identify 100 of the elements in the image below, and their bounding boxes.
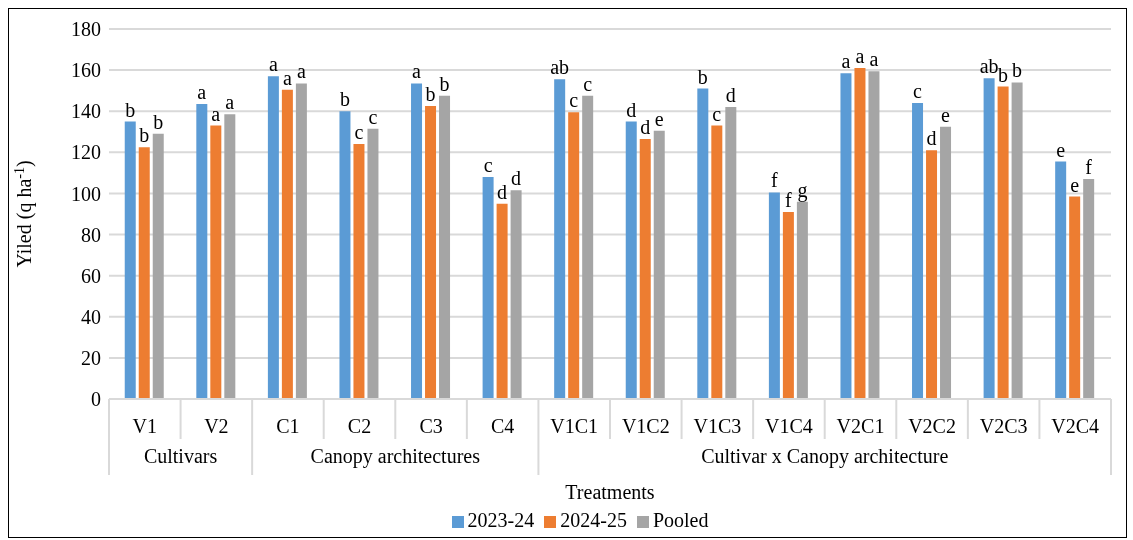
data-label: c	[569, 89, 579, 112]
data-label: a	[412, 60, 422, 83]
bar	[510, 190, 522, 399]
data-label: a	[268, 53, 278, 76]
x-axis-title: Treatments	[565, 481, 655, 503]
data-label: a	[296, 60, 306, 83]
data-label: b	[425, 83, 436, 106]
bar	[912, 103, 924, 399]
bar	[267, 76, 279, 399]
data-label: c	[913, 80, 923, 102]
data-label: b	[439, 72, 450, 95]
data-label: c	[483, 154, 493, 176]
bar	[425, 106, 437, 399]
data-label: c	[583, 72, 593, 95]
y-tick-label: 120	[71, 141, 101, 164]
data-label: b	[697, 65, 708, 88]
y-tick-label: 20	[81, 346, 101, 369]
data-label: b	[125, 98, 136, 121]
bar	[840, 73, 852, 399]
y-tick-label: 60	[81, 264, 101, 287]
bar	[854, 68, 866, 399]
data-label: c	[368, 105, 378, 128]
bar	[625, 121, 637, 399]
y-tick-label: 180	[71, 18, 101, 41]
bar	[568, 112, 580, 399]
data-label: d	[640, 115, 651, 138]
data-label: ab	[979, 55, 999, 78]
bar	[796, 201, 808, 399]
data-label: f	[785, 188, 793, 211]
y-tick-label: 80	[81, 223, 101, 246]
data-label: b	[339, 88, 350, 111]
bar	[281, 89, 293, 399]
data-label: a	[211, 102, 221, 125]
bar	[868, 71, 880, 399]
y-tick-label: 0	[91, 388, 101, 411]
data-label: a	[841, 50, 851, 73]
text: Cultivars	[143, 445, 218, 467]
y-tick-label: 100	[71, 182, 101, 205]
data-label: e	[1056, 138, 1066, 161]
bar	[439, 95, 451, 399]
y-tick-label: 160	[71, 59, 101, 82]
text: Cultivar x Canopy architecture	[701, 445, 949, 468]
data-label: b	[139, 124, 150, 147]
data-label: e	[1070, 173, 1080, 196]
data-label: d	[626, 98, 637, 121]
data-label: f	[771, 169, 779, 192]
bar	[711, 125, 723, 399]
bar	[339, 111, 351, 399]
data-label: a	[282, 66, 292, 89]
data-label: ab	[550, 56, 570, 79]
data-label: d	[511, 167, 522, 190]
legend-label: 2023-24	[467, 509, 535, 531]
x-tick-label: V2C4	[1051, 415, 1100, 438]
x-tick-label: V1C3	[693, 415, 742, 438]
data-label: b	[998, 63, 1009, 86]
x-tick-label: V2C1	[836, 415, 885, 438]
bar	[983, 78, 995, 399]
data-label: d	[725, 84, 736, 107]
bar	[1055, 161, 1067, 399]
bar	[725, 107, 737, 399]
y-tick-label: 140	[71, 100, 101, 123]
x-tick-label: C1	[276, 415, 300, 438]
bar	[367, 128, 379, 399]
data-label: g	[797, 178, 808, 202]
bar	[697, 88, 709, 399]
bar	[1011, 82, 1023, 399]
bar	[482, 177, 494, 399]
bar	[124, 121, 136, 399]
data-label: e	[654, 107, 664, 130]
bar	[554, 79, 566, 399]
bar	[639, 138, 651, 399]
x-tick-label: V2	[204, 415, 229, 438]
bar	[926, 150, 938, 399]
x-tick-label: V1C1	[550, 415, 599, 438]
data-label: b	[1012, 59, 1023, 82]
text: Canopy architectures	[310, 445, 481, 468]
x-tick-label: V2C2	[908, 415, 956, 438]
x-tick-label: C2	[347, 415, 372, 438]
bar	[582, 95, 594, 399]
bar	[224, 114, 236, 399]
data-label: f	[1085, 156, 1093, 179]
data-label: d	[497, 180, 508, 203]
data-label: c	[712, 102, 722, 125]
x-tick-label: V2C3	[979, 415, 1028, 438]
bar	[152, 133, 164, 399]
bar	[496, 203, 508, 399]
x-tick-label: V1C2	[621, 415, 670, 438]
x-tick-label: C3	[419, 415, 443, 438]
bar	[940, 126, 952, 399]
data-label: a	[869, 48, 879, 71]
bar	[1083, 179, 1095, 399]
bar	[997, 86, 1009, 399]
data-label: a	[197, 81, 207, 104]
bar	[768, 192, 780, 399]
bar	[353, 144, 365, 399]
data-label: a	[855, 45, 865, 68]
x-tick-label: V1	[132, 415, 158, 438]
legend-label: 2024-25	[560, 509, 627, 531]
y-tick-label: 40	[81, 305, 101, 328]
data-label: e	[941, 103, 951, 126]
